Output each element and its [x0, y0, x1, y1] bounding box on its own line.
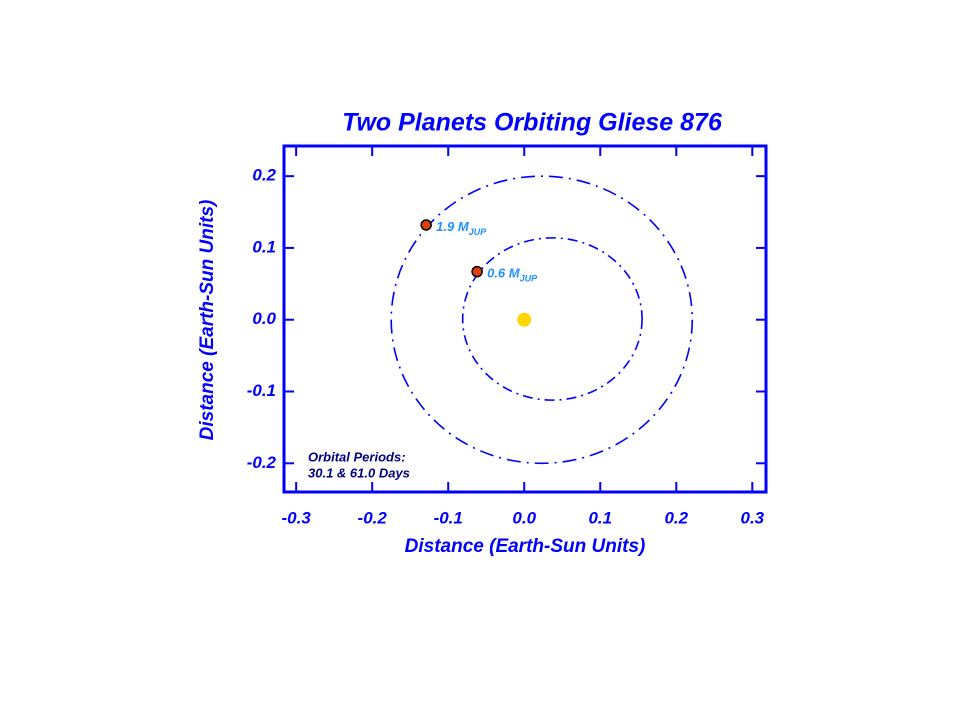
annotation: 30.1 & 61.0 Days — [308, 465, 410, 480]
planet-label-subscript: JUP — [520, 274, 539, 284]
x-tick-label: 0.0 — [512, 508, 536, 527]
orbit — [390, 175, 694, 465]
planet-label-mass: 1.9 M — [436, 219, 470, 234]
x-tick-label: -0.1 — [434, 508, 463, 527]
x-tick-label: 0.1 — [588, 508, 612, 527]
y-tick-label: 0.1 — [252, 237, 276, 256]
y-tick-label: -0.2 — [247, 453, 277, 472]
annotation: Orbital Periods: — [308, 449, 406, 464]
star — [517, 312, 532, 327]
x-tick-label: 0.3 — [740, 508, 764, 527]
planet — [471, 265, 483, 278]
x-tick-label: 0.2 — [664, 508, 688, 527]
orbit — [461, 237, 643, 401]
x-axis-label: Distance (Earth-Sun Units) — [405, 536, 646, 557]
y-axis-label: Distance (Earth-Sun Units) — [197, 200, 218, 441]
x-tick-label: -0.2 — [358, 508, 388, 527]
planet-label: 0.6 MJUP — [487, 266, 538, 284]
x-tick-label: -0.3 — [282, 508, 312, 527]
planet-label-mass: 0.6 M — [487, 266, 521, 281]
y-tick-label: 0.0 — [252, 309, 276, 328]
chart-title: Two Planets Orbiting Gliese 876 — [342, 109, 723, 137]
y-tick-label: -0.1 — [247, 381, 276, 400]
planet — [420, 219, 432, 231]
planet-label-subscript: JUP — [469, 227, 488, 237]
planet-label: 1.9 MJUP — [436, 219, 487, 237]
y-tick-label: 0.2 — [252, 166, 276, 185]
